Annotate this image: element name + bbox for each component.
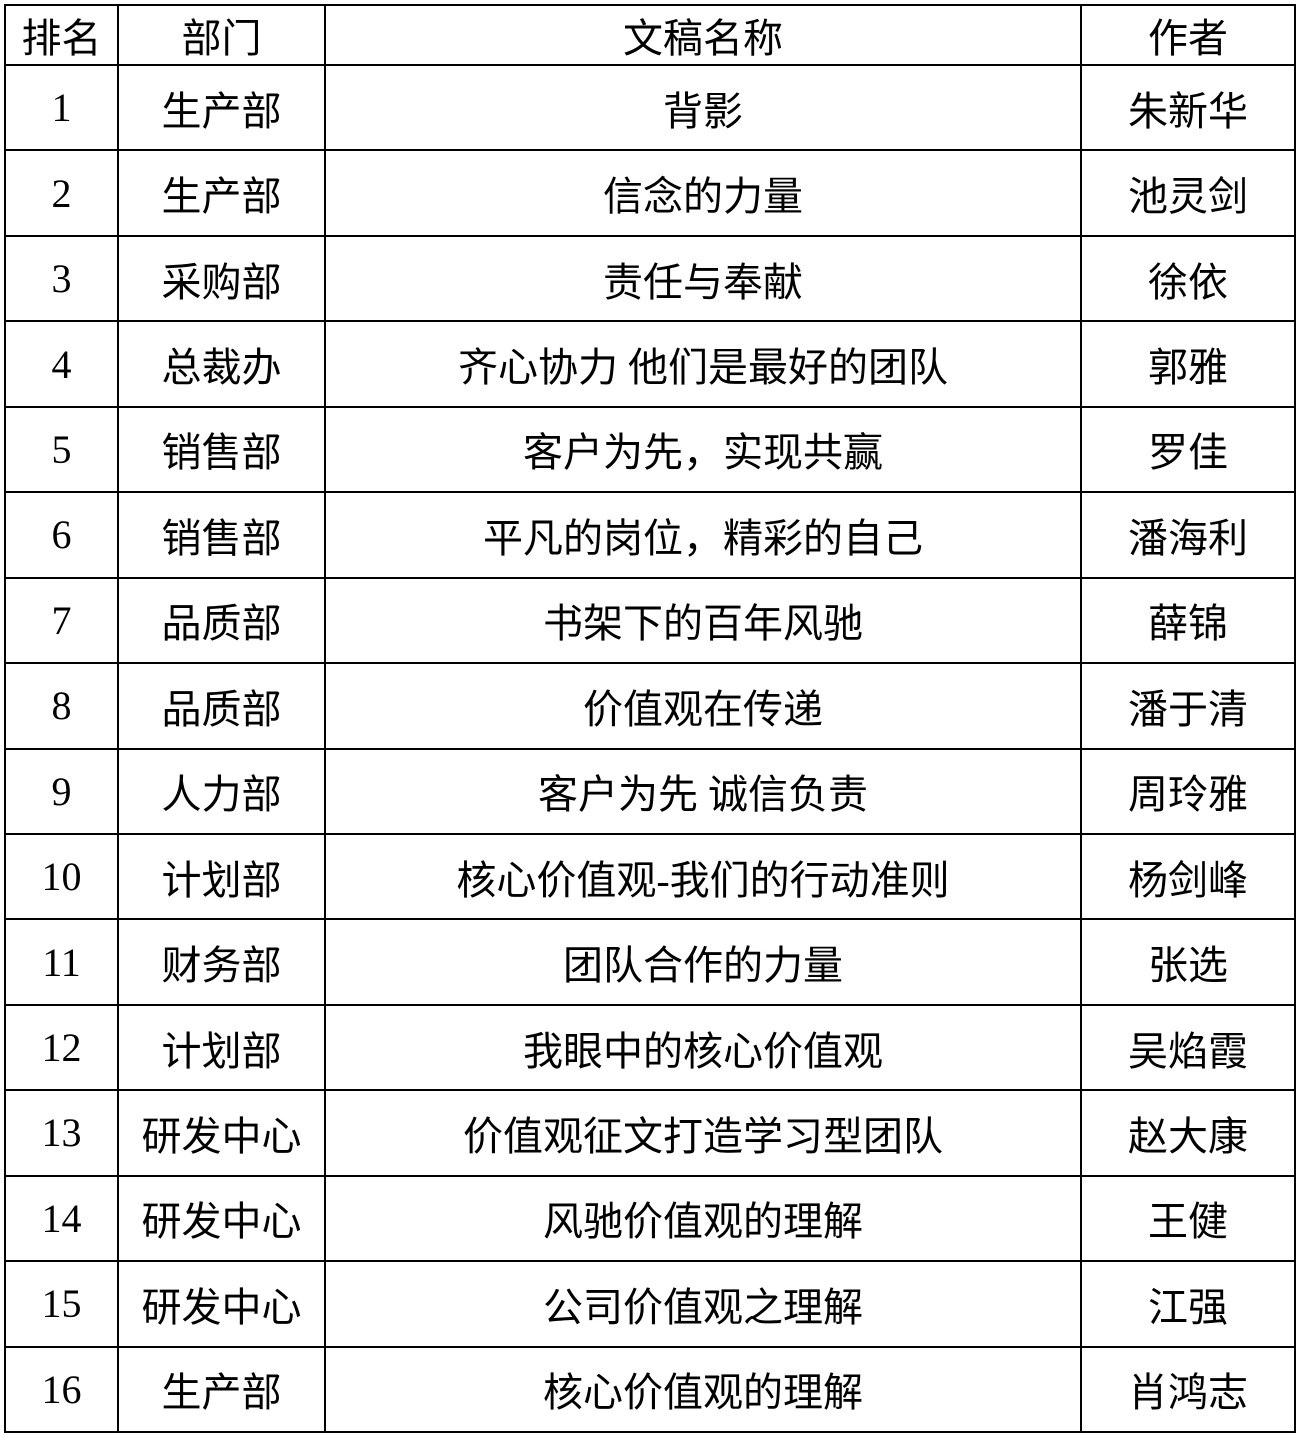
column-header-author: 作者 [1080, 4, 1296, 66]
ranking-table: 排名 部门 文稿名称 作者 1 生产部 背影 朱新华 2 生产部 信念的力量 池灵剑 3 采购部 责任与奉… [4, 4, 1296, 1434]
department-cell: 财务部 [117, 918, 326, 1006]
department-cell: 人力部 [117, 747, 326, 835]
table-row: 13 研发中心 价值观征文打造学习型团队 赵大康 [4, 1089, 1296, 1177]
department-cell: 品质部 [117, 662, 326, 750]
title-cell: 公司价值观之理解 [324, 1260, 1082, 1348]
author-cell: 郭雅 [1080, 320, 1296, 408]
department-cell: 研发中心 [117, 1174, 326, 1263]
table-header: 排名 部门 文稿名称 作者 [4, 4, 1296, 66]
author-cell: 潘海利 [1080, 491, 1296, 579]
department-cell: 品质部 [117, 576, 326, 665]
author-cell: 池灵剑 [1080, 149, 1296, 237]
author-cell: 潘于清 [1080, 662, 1296, 750]
title-cell: 团队合作的力量 [324, 918, 1082, 1006]
rank-cell: 3 [4, 234, 119, 323]
table-row: 9 人力部 客户为先 诚信负责 周玲雅 [4, 747, 1296, 835]
header-row: 排名 部门 文稿名称 作者 [4, 4, 1296, 66]
title-cell: 平凡的岗位，精彩的自己 [324, 491, 1082, 579]
title-cell: 核心价值观-我们的行动准则 [324, 832, 1082, 921]
title-cell: 价值观征文打造学习型团队 [324, 1089, 1082, 1177]
department-cell: 销售部 [117, 491, 326, 579]
title-cell: 核心价值观的理解 [324, 1345, 1082, 1434]
title-cell: 客户为先 诚信负责 [324, 747, 1082, 835]
rank-cell: 14 [4, 1174, 119, 1263]
department-cell: 计划部 [117, 832, 326, 921]
author-cell: 赵大康 [1080, 1089, 1296, 1177]
rank-cell: 13 [4, 1089, 119, 1177]
department-cell: 计划部 [117, 1003, 326, 1092]
title-cell: 背影 [324, 63, 1082, 152]
table-row: 3 采购部 责任与奉献 徐依 [4, 234, 1296, 323]
rank-cell: 11 [4, 918, 119, 1006]
rank-cell: 1 [4, 63, 119, 152]
title-cell: 价值观在传递 [324, 662, 1082, 750]
rank-cell: 4 [4, 320, 119, 408]
table-row: 2 生产部 信念的力量 池灵剑 [4, 149, 1296, 237]
title-cell: 我眼中的核心价值观 [324, 1003, 1082, 1092]
title-cell: 信念的力量 [324, 149, 1082, 237]
author-cell: 吴焰霞 [1080, 1003, 1296, 1092]
table-row: 4 总裁办 齐心协力 他们是最好的团队 郭雅 [4, 320, 1296, 408]
rank-cell: 10 [4, 832, 119, 921]
rank-cell: 7 [4, 576, 119, 665]
rank-cell: 2 [4, 149, 119, 237]
table-body: 1 生产部 背影 朱新华 2 生产部 信念的力量 池灵剑 3 采购部 责任与奉献 徐依 4 总裁办 齐心协力… [4, 63, 1296, 1434]
author-cell: 张选 [1080, 918, 1296, 1006]
table-row: 7 品质部 书架下的百年风驰 薛锦 [4, 576, 1296, 665]
title-cell: 责任与奉献 [324, 234, 1082, 323]
table-row: 5 销售部 客户为先，实现共赢 罗佳 [4, 405, 1296, 494]
author-cell: 周玲雅 [1080, 747, 1296, 835]
department-cell: 生产部 [117, 1345, 326, 1434]
column-header-department: 部门 [117, 4, 326, 66]
title-cell: 客户为先，实现共赢 [324, 405, 1082, 494]
rank-cell: 9 [4, 747, 119, 835]
table-row: 6 销售部 平凡的岗位，精彩的自己 潘海利 [4, 491, 1296, 579]
table-row: 12 计划部 我眼中的核心价值观 吴焰霞 [4, 1003, 1296, 1092]
department-cell: 研发中心 [117, 1089, 326, 1177]
rank-cell: 6 [4, 491, 119, 579]
author-cell: 徐依 [1080, 234, 1296, 323]
column-header-rank: 排名 [4, 4, 119, 66]
title-cell: 风驰价值观的理解 [324, 1174, 1082, 1263]
rank-cell: 12 [4, 1003, 119, 1092]
rank-cell: 5 [4, 405, 119, 494]
author-cell: 薛锦 [1080, 576, 1296, 665]
column-header-title: 文稿名称 [324, 4, 1082, 66]
author-cell: 杨剑峰 [1080, 832, 1296, 921]
table-row: 14 研发中心 风驰价值观的理解 王健 [4, 1174, 1296, 1263]
department-cell: 生产部 [117, 63, 326, 152]
department-cell: 采购部 [117, 234, 326, 323]
department-cell: 生产部 [117, 149, 326, 237]
author-cell: 江强 [1080, 1260, 1296, 1348]
title-cell: 书架下的百年风驰 [324, 576, 1082, 665]
rank-cell: 8 [4, 662, 119, 750]
table-row: 15 研发中心 公司价值观之理解 江强 [4, 1260, 1296, 1348]
table-row: 10 计划部 核心价值观-我们的行动准则 杨剑峰 [4, 832, 1296, 921]
table-row: 8 品质部 价值观在传递 潘于清 [4, 662, 1296, 750]
rank-cell: 15 [4, 1260, 119, 1348]
table-row: 16 生产部 核心价值观的理解 肖鸿志 [4, 1345, 1296, 1434]
rank-cell: 16 [4, 1345, 119, 1434]
author-cell: 朱新华 [1080, 63, 1296, 152]
title-cell: 齐心协力 他们是最好的团队 [324, 320, 1082, 408]
table-row: 11 财务部 团队合作的力量 张选 [4, 918, 1296, 1006]
department-cell: 研发中心 [117, 1260, 326, 1348]
author-cell: 罗佳 [1080, 405, 1296, 494]
table-row: 1 生产部 背影 朱新华 [4, 63, 1296, 152]
author-cell: 肖鸿志 [1080, 1345, 1296, 1434]
department-cell: 销售部 [117, 405, 326, 494]
department-cell: 总裁办 [117, 320, 326, 408]
author-cell: 王健 [1080, 1174, 1296, 1263]
